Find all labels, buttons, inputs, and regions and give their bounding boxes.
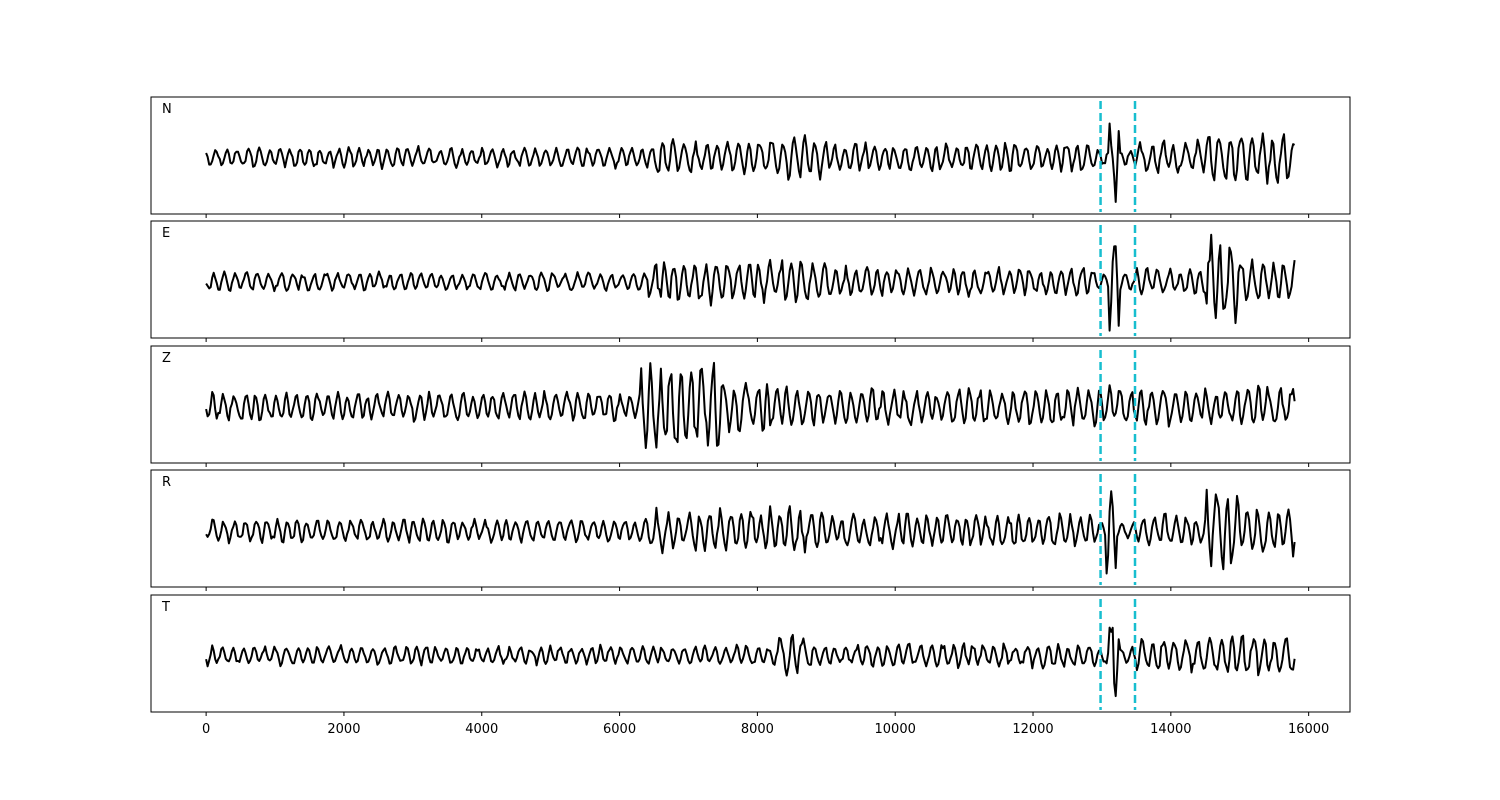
x-tick-label: 0 bbox=[202, 722, 210, 737]
panel-frame bbox=[150, 594, 1351, 713]
waveform-trace bbox=[205, 626, 1296, 698]
waveform-trace bbox=[205, 122, 1296, 203]
x-tick-label: 2000 bbox=[327, 722, 360, 737]
panel-label: T bbox=[161, 600, 170, 615]
panel-label: E bbox=[162, 226, 170, 241]
panel-label: Z bbox=[162, 351, 171, 366]
panel-n: N bbox=[150, 96, 1351, 218]
x-tick-label: 8000 bbox=[741, 722, 774, 737]
panel-z: Z bbox=[150, 345, 1351, 467]
panels-group: N E Z R T bbox=[150, 96, 1351, 716]
panel-frame bbox=[150, 96, 1351, 215]
panel-label: R bbox=[162, 475, 171, 490]
x-tick-label: 14000 bbox=[1150, 722, 1191, 737]
panel-frame bbox=[150, 220, 1351, 339]
panel-r: R bbox=[150, 469, 1351, 591]
waveform-trace bbox=[205, 361, 1296, 449]
x-axis: 0 2000 4000 6000 8000 10000 12000 14000 16000 bbox=[202, 722, 1329, 737]
panel-e: E bbox=[150, 220, 1351, 342]
x-tick-label: 10000 bbox=[875, 722, 916, 737]
waveform-trace bbox=[205, 488, 1296, 575]
panel-frame bbox=[150, 469, 1351, 588]
x-tick-label: 16000 bbox=[1288, 722, 1329, 737]
panel-t: T bbox=[150, 594, 1351, 716]
panel-frame bbox=[150, 345, 1351, 464]
x-tick-label: 4000 bbox=[465, 722, 498, 737]
waveform-trace bbox=[205, 233, 1296, 332]
x-tick-label: 12000 bbox=[1012, 722, 1053, 737]
panel-label: N bbox=[162, 102, 172, 117]
x-tick-label: 6000 bbox=[603, 722, 636, 737]
